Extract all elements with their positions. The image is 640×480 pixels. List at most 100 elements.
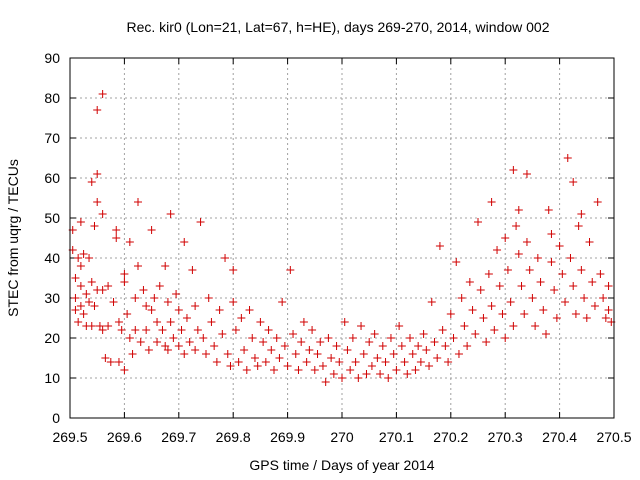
data-point [142, 302, 151, 310]
data-point [231, 326, 240, 334]
data-point [495, 282, 504, 290]
x-tick-label: 270.5 [596, 429, 631, 445]
x-tick-label: 270.1 [379, 429, 414, 445]
data-point [509, 166, 518, 174]
data-point [318, 362, 327, 370]
data-point [335, 358, 344, 366]
data-point [324, 334, 333, 342]
data-point [158, 326, 167, 334]
data-point [419, 330, 428, 338]
data-point [487, 198, 496, 206]
data-point [577, 210, 586, 218]
data-point [547, 230, 556, 238]
y-tick-label: 50 [44, 210, 60, 226]
data-point [536, 278, 545, 286]
data-point [406, 334, 414, 342]
x-tick-label: 269.7 [161, 429, 196, 445]
data-point [218, 330, 227, 338]
data-point [177, 326, 186, 334]
data-point [155, 282, 164, 290]
data-point [185, 338, 194, 346]
data-point [166, 318, 175, 326]
data-point [487, 302, 496, 310]
data-point [74, 254, 83, 262]
data-point [332, 342, 341, 350]
data-point [226, 362, 235, 370]
data-point [531, 322, 540, 330]
data-point [305, 346, 314, 354]
data-point [120, 270, 129, 278]
data-point [144, 346, 153, 354]
data-point [114, 318, 123, 326]
data-point [204, 294, 213, 302]
data-point [351, 358, 360, 366]
data-point [522, 238, 531, 246]
data-point [348, 334, 357, 342]
data-point [563, 154, 572, 162]
data-point [367, 362, 376, 370]
data-point [313, 350, 322, 358]
data-point [520, 310, 529, 318]
data-point [106, 358, 115, 366]
data-point [250, 354, 259, 362]
data-point [468, 306, 477, 314]
data-point [245, 306, 254, 314]
data-point [87, 322, 96, 330]
data-point [378, 342, 387, 350]
data-point [82, 290, 91, 298]
y-tick-label: 90 [44, 50, 60, 66]
data-point [354, 374, 363, 382]
data-point [85, 254, 94, 262]
data-point [71, 274, 80, 282]
y-tick-label: 40 [44, 250, 60, 266]
data-point [112, 234, 121, 242]
data-point [98, 210, 107, 218]
data-point [283, 362, 292, 370]
data-point [397, 342, 406, 350]
data-point [550, 286, 559, 294]
data-point [93, 170, 102, 178]
data-point [104, 282, 113, 290]
data-point [427, 298, 436, 306]
data-point [430, 338, 439, 346]
data-point [221, 254, 230, 262]
data-point [544, 206, 553, 214]
data-point [435, 242, 444, 250]
data-point [114, 358, 123, 366]
data-point [574, 222, 583, 230]
data-point [280, 342, 289, 350]
data-point [422, 346, 431, 354]
data-point [87, 278, 96, 286]
data-point [90, 222, 99, 230]
y-tick-label: 0 [52, 410, 60, 426]
data-point [509, 322, 518, 330]
data-point [471, 330, 480, 338]
data-point [237, 314, 246, 322]
data-point [259, 338, 268, 346]
data-point [212, 358, 221, 366]
data-point [408, 350, 417, 358]
data-point [240, 346, 249, 354]
x-tick-label: 270.4 [542, 429, 577, 445]
data-point [131, 326, 140, 334]
data-point [215, 306, 224, 314]
data-point [490, 326, 499, 334]
y-tick-label: 10 [44, 370, 60, 386]
data-point [528, 294, 537, 302]
data-point [123, 310, 132, 318]
data-point [163, 298, 172, 306]
data-point [582, 314, 591, 322]
x-tick-label: 270.2 [433, 429, 468, 445]
data-point [128, 350, 137, 358]
data-point [174, 342, 183, 350]
data-point [484, 270, 493, 278]
data-point [161, 262, 170, 270]
data-point [196, 218, 205, 226]
data-point [493, 246, 502, 254]
data-point [117, 326, 126, 334]
data-point [136, 338, 145, 346]
data-point [340, 318, 349, 326]
data-point [169, 334, 178, 342]
data-point [465, 278, 474, 286]
